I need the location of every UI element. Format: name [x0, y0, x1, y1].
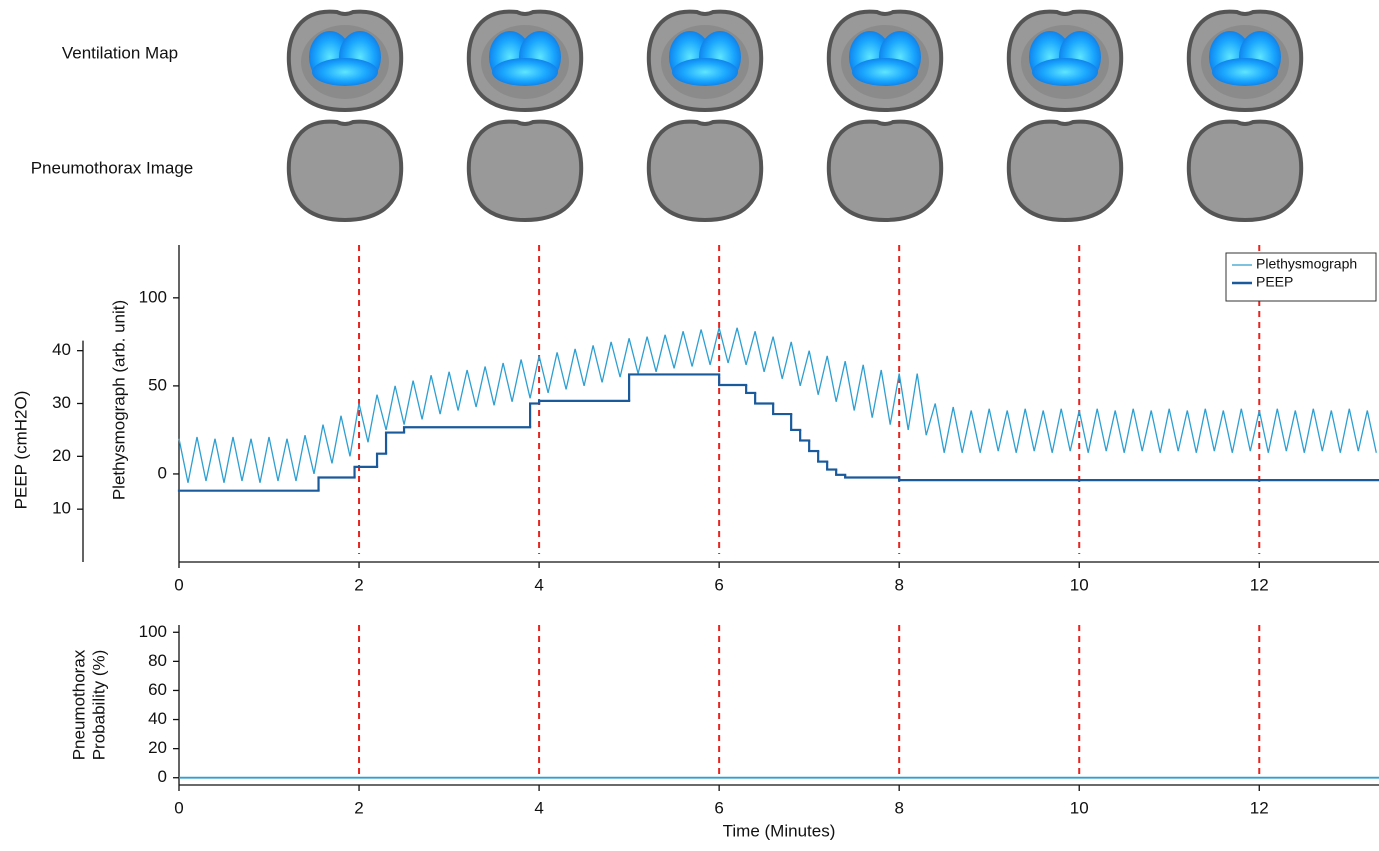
x-tick-label: 2	[354, 798, 363, 817]
pneumothorax-image	[1009, 122, 1121, 220]
y-axis-label: Plethysmograph (arb. unit)	[109, 300, 128, 500]
legend-label: Plethysmograph	[1256, 256, 1357, 272]
y2-axis-label: PEEP (cmH2O)	[11, 391, 30, 510]
x-tick-label: 10	[1070, 798, 1089, 817]
x-tick-label: 12	[1250, 575, 1269, 594]
y-axis-label: Probability (%)	[89, 650, 108, 761]
pneumothorax-image	[469, 122, 581, 220]
y-tick-label: 20	[148, 738, 167, 757]
pneumothorax-image	[649, 122, 761, 220]
thorax-outline	[469, 122, 581, 220]
x-tick-label: 10	[1070, 575, 1089, 594]
y2-tick-label: 10	[52, 499, 71, 518]
x-axis-label: Time (Minutes)	[723, 821, 836, 840]
y2-tick-label: 20	[52, 446, 71, 465]
row-label: Ventilation Map	[62, 43, 178, 62]
y-tick-label: 100	[139, 622, 167, 641]
y-tick-label: 80	[148, 651, 167, 670]
x-tick-label: 0	[174, 798, 183, 817]
page: {"image_rows": [{"label": "Ventilation M…	[0, 0, 1379, 851]
ventilation-map	[649, 12, 761, 110]
lung-blob	[492, 58, 558, 86]
figure: Ventilation Map Pneumothorax Image 0 2 4 6 8…	[0, 0, 1379, 851]
thorax-outline	[649, 122, 761, 220]
pneumothorax-image	[829, 122, 941, 220]
lung-blob	[672, 58, 738, 86]
ventilation-map	[289, 12, 401, 110]
thorax-outline	[1189, 122, 1301, 220]
ventilation-map	[1009, 12, 1121, 110]
y-tick-label: 0	[158, 463, 167, 482]
x-tick-label: 12	[1250, 798, 1269, 817]
x-tick-label: 2	[354, 575, 363, 594]
x-tick-label: 8	[894, 798, 903, 817]
lung-blob	[1212, 58, 1278, 86]
y-tick-label: 50	[148, 375, 167, 394]
thorax-outline	[289, 122, 401, 220]
x-tick-label: 8	[894, 575, 903, 594]
y2-tick-label: 30	[52, 393, 71, 412]
thorax-outline	[1009, 122, 1121, 220]
x-tick-label: 6	[714, 798, 723, 817]
x-tick-label: 6	[714, 575, 723, 594]
thorax-outline	[829, 122, 941, 220]
ventilation-map	[829, 12, 941, 110]
lung-blob	[312, 58, 378, 86]
lung-blob	[852, 58, 918, 86]
x-tick-label: 4	[534, 798, 543, 817]
y2-tick-label: 40	[52, 340, 71, 359]
legend-label: PEEP	[1256, 274, 1293, 290]
y-tick-label: 60	[148, 680, 167, 699]
y-tick-label: 0	[158, 767, 167, 786]
y-axis-label: Pneumothorax	[69, 649, 88, 760]
x-tick-label: 0	[174, 575, 183, 594]
ventilation-map	[469, 12, 581, 110]
x-tick-label: 4	[534, 575, 543, 594]
pneumothorax-image	[1189, 122, 1301, 220]
lung-blob	[1032, 58, 1098, 86]
pneumothorax-image	[289, 122, 401, 220]
y-tick-label: 40	[148, 709, 167, 728]
row-label: Pneumothorax Image	[31, 158, 194, 177]
ventilation-map	[1189, 12, 1301, 110]
y-tick-label: 100	[139, 287, 167, 306]
